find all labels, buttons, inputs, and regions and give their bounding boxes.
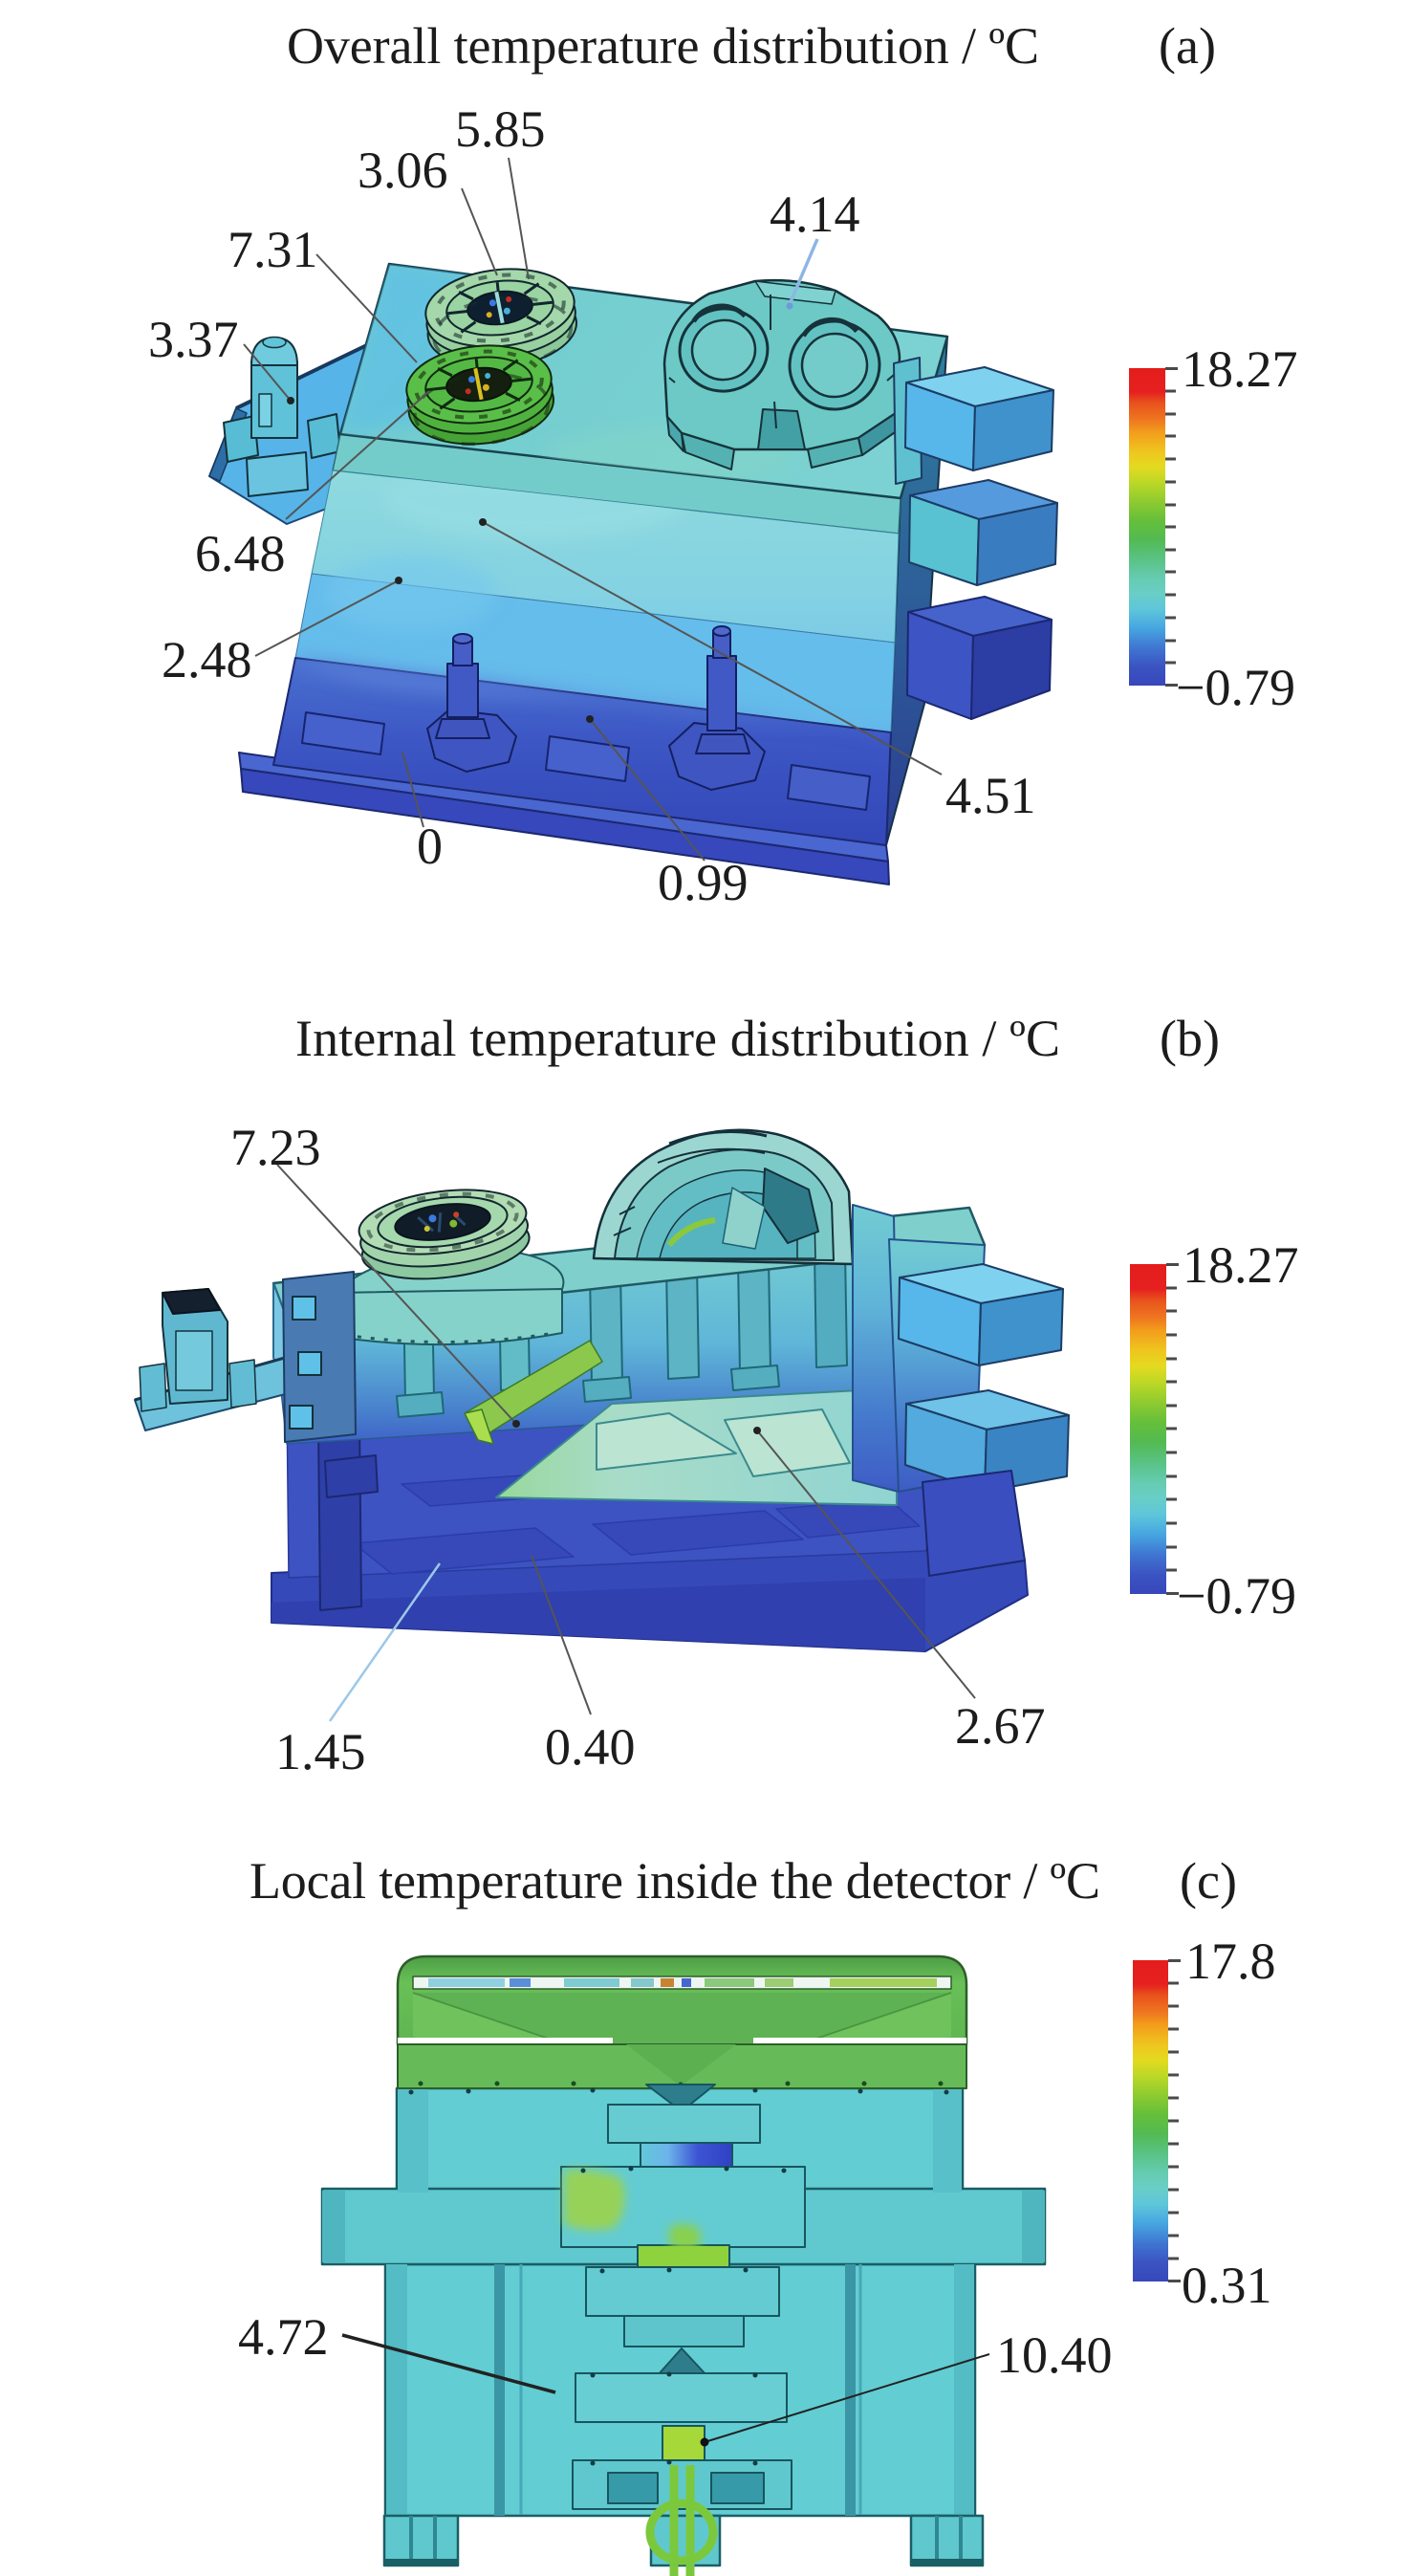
svg-text:4.14: 4.14 — [770, 186, 860, 243]
svg-text:Local temperature inside the d: Local temperature inside the detector / … — [250, 1852, 1100, 1910]
svg-text:4.72: 4.72 — [238, 2308, 329, 2366]
svg-text:18.27: 18.27 — [1183, 1236, 1299, 1294]
svg-text:−0.79: −0.79 — [1177, 1567, 1296, 1625]
svg-text:−0.79: −0.79 — [1176, 659, 1295, 716]
svg-text:0.31: 0.31 — [1182, 2257, 1272, 2314]
svg-text:0.99: 0.99 — [658, 854, 749, 911]
svg-text:3.37: 3.37 — [148, 311, 239, 368]
svg-text:Overall temperature distributi: Overall temperature distribution / ºC — [287, 17, 1039, 75]
svg-text:0.40: 0.40 — [545, 1718, 636, 1776]
svg-text:17.8: 17.8 — [1185, 1932, 1276, 1990]
svg-text:1.45: 1.45 — [275, 1723, 366, 1780]
svg-text:2.67: 2.67 — [955, 1697, 1046, 1755]
svg-text:10.40: 10.40 — [996, 2326, 1113, 2384]
svg-text:6.48: 6.48 — [195, 525, 286, 582]
svg-text:18.27: 18.27 — [1182, 340, 1298, 398]
svg-text:Internal temperature distribut: Internal temperature distribution / ºC — [295, 1010, 1060, 1067]
svg-text:2.48: 2.48 — [162, 631, 252, 688]
svg-text:(c): (c) — [1180, 1852, 1237, 1910]
svg-text:(a): (a) — [1159, 17, 1216, 75]
svg-text:4.51: 4.51 — [945, 767, 1036, 824]
svg-text:7.31: 7.31 — [228, 221, 318, 278]
svg-text:(b): (b) — [1160, 1010, 1220, 1067]
svg-text:0: 0 — [417, 818, 443, 875]
svg-text:5.85: 5.85 — [455, 100, 546, 158]
svg-text:7.23: 7.23 — [230, 1119, 321, 1176]
svg-text:3.06: 3.06 — [358, 142, 448, 199]
